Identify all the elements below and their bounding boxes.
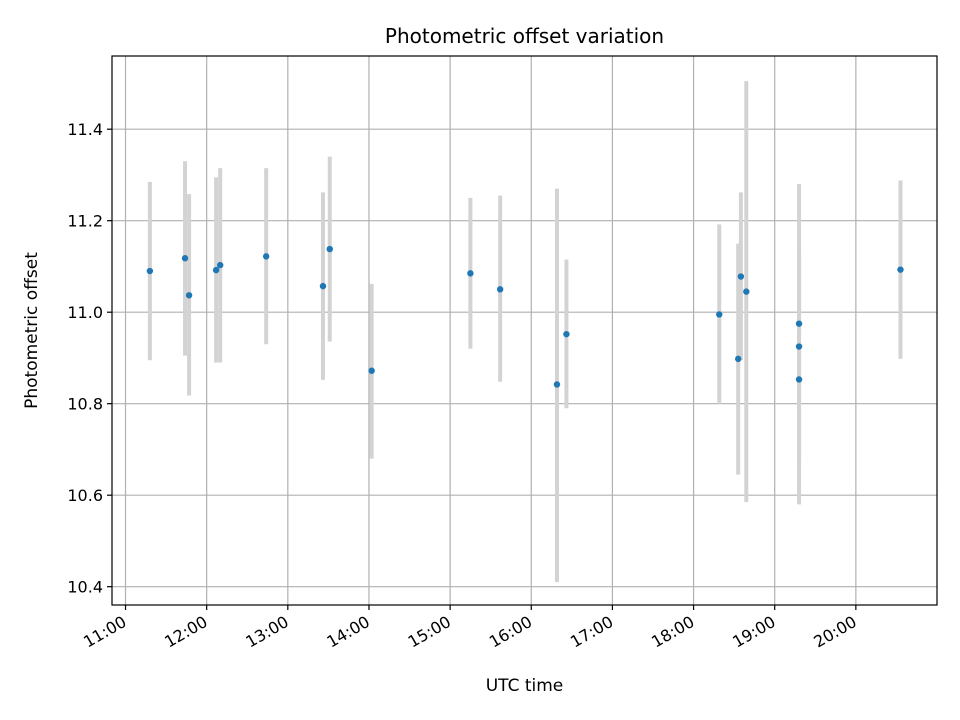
- y-tick-label: 10.4: [67, 578, 103, 597]
- data-point: [146, 267, 154, 275]
- data-point: [716, 311, 723, 318]
- y-axis-ticks: 10.4 10.6 10.8 11.0 11.2 11.4: [67, 120, 112, 597]
- plot-frame: [111, 55, 938, 606]
- data-point: [319, 282, 327, 290]
- y-tick-label: 10.6: [67, 486, 103, 505]
- data-point: [467, 270, 474, 277]
- data-point: [181, 255, 189, 262]
- data-point: [212, 266, 220, 274]
- data-point: [216, 261, 224, 269]
- data-point: [496, 286, 504, 293]
- data-points: [146, 245, 904, 388]
- y-tick-label: 11.2: [67, 212, 103, 231]
- data-point: [563, 330, 570, 338]
- data-point: [185, 292, 193, 299]
- y-tick-label: 10.8: [67, 395, 103, 414]
- chart-title: Photometric offset variation: [385, 24, 664, 48]
- data-point: [326, 245, 333, 253]
- y-tick-label: 11.4: [67, 120, 103, 139]
- data-point: [795, 343, 803, 350]
- data-point: [897, 266, 904, 273]
- data-point: [734, 355, 742, 363]
- data-point: [795, 320, 803, 327]
- data-point: [737, 273, 745, 280]
- x-axis-title: UTC time: [486, 676, 564, 696]
- data-point: [368, 367, 375, 374]
- data-point: [262, 253, 270, 260]
- data-point: [795, 376, 803, 383]
- data-point: [743, 288, 750, 295]
- y-axis-title: Photometric offset: [22, 252, 42, 409]
- y-tick-label: 11.0: [67, 303, 103, 322]
- data-point: [553, 381, 561, 388]
